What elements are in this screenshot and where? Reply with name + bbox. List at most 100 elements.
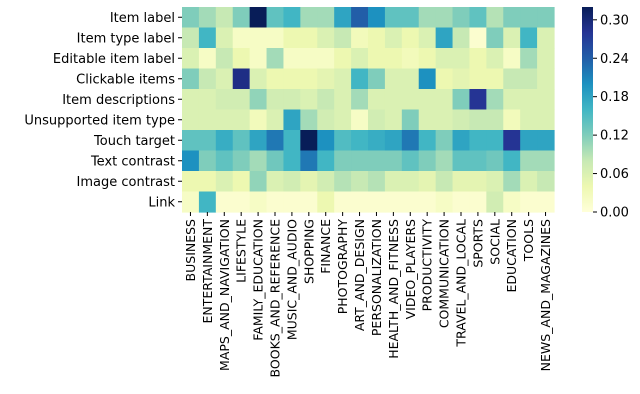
heatmap-cell	[469, 191, 487, 213]
heatmap-cell	[232, 7, 251, 29]
heatmap-cell	[182, 109, 200, 131]
heatmap-cell	[486, 68, 504, 90]
heatmap-cell	[249, 191, 268, 213]
heatmap-cell	[520, 130, 538, 152]
heatmap-cell	[351, 109, 369, 131]
heatmap-cell	[486, 89, 504, 111]
heatmap-cell	[418, 171, 437, 193]
heatmap-cell	[486, 27, 504, 49]
heatmap-cell	[368, 48, 386, 70]
heatmap-cell	[520, 27, 538, 49]
heatmap-cell	[182, 89, 200, 111]
heatmap-cell	[300, 7, 318, 29]
column-label: LIFESTYLE	[234, 219, 249, 283]
heatmap-cell	[384, 27, 403, 49]
heatmap-cell	[198, 89, 217, 111]
colorbar-tick-label: 0.30	[600, 13, 629, 28]
heatmap-cell	[503, 171, 521, 193]
heatmap-cell	[520, 89, 538, 111]
heatmap-cell	[486, 48, 504, 70]
column-label: SPORTS	[470, 219, 485, 268]
heatmap-cell	[503, 89, 521, 111]
heatmap-cell	[334, 171, 352, 193]
heatmap-cell	[300, 89, 318, 111]
heatmap-cell	[418, 48, 437, 70]
heatmap-cell	[401, 68, 420, 90]
column-label: FINANCE	[318, 219, 333, 274]
heatmap-cell	[401, 130, 420, 152]
heatmap-cell	[368, 109, 386, 131]
heatmap-cell	[351, 68, 369, 90]
row-label: Link	[148, 195, 175, 210]
heatmap-cell	[334, 68, 352, 90]
heatmap-cell	[249, 130, 268, 152]
heatmap-cell	[469, 150, 487, 172]
heatmap-cell	[435, 171, 454, 193]
row-label: Image contrast	[77, 175, 175, 190]
heatmap-cell	[300, 48, 318, 70]
column-label: BOOKS_AND_REFERENCE	[268, 219, 283, 378]
heatmap-cell	[283, 68, 301, 90]
heatmap-cell	[334, 48, 352, 70]
heatmap-cell	[368, 130, 386, 152]
heatmap-cell	[452, 171, 471, 193]
heatmap-cell	[469, 171, 487, 193]
heatmap-cell	[486, 150, 504, 172]
heatmap-cell	[300, 171, 318, 193]
heatmap-cell	[300, 109, 318, 131]
heatmap-cell	[283, 27, 301, 49]
heatmap-cell	[266, 191, 285, 213]
heatmap-cell	[503, 68, 521, 90]
heatmap-cell	[452, 27, 471, 49]
heatmap-cell	[537, 109, 555, 131]
heatmap-cell	[418, 68, 437, 90]
column-label: NEWS_AND_MAGAZINES	[538, 219, 553, 371]
column-label: BUSINESS	[183, 219, 198, 282]
heatmap-cell	[435, 191, 454, 213]
heatmap-cell	[537, 171, 555, 193]
heatmap-cell	[266, 48, 285, 70]
colorbar	[582, 7, 593, 212]
heatmap-cell	[283, 130, 301, 152]
heatmap-cell	[182, 171, 200, 193]
heatmap-cell	[469, 68, 487, 90]
heatmap-cell	[401, 109, 420, 131]
heatmap-cell	[232, 130, 251, 152]
heatmap-cell	[351, 89, 369, 111]
heatmap-cell	[249, 68, 268, 90]
heatmap-cell	[317, 48, 335, 70]
column-label: TOOLS	[521, 219, 536, 262]
heatmap-cell	[300, 130, 318, 152]
column-label: PRODUCTIVITY	[420, 219, 435, 312]
heatmap-cell	[401, 191, 420, 213]
heatmap-cell	[198, 7, 217, 29]
column-label: PERSONALIZATION	[369, 219, 384, 336]
column-label: FAMILY_EDUCATION	[251, 219, 266, 341]
column-labels: BUSINESS ENTERTAINMENT MAPS_AND_NAVIGATION…	[183, 212, 553, 377]
row-label: Item type label	[77, 31, 175, 46]
heatmap-cell	[384, 130, 403, 152]
heatmap-cell	[266, 171, 285, 193]
heatmap-cell	[486, 191, 504, 213]
heatmap-cell	[283, 191, 301, 213]
heatmap-cell	[317, 109, 335, 131]
heatmap-cell	[283, 171, 301, 193]
heatmap-cell	[418, 109, 437, 131]
heatmap-cell	[351, 171, 369, 193]
colorbar-tick-label: 0.24	[600, 52, 629, 67]
heatmap-cell	[435, 109, 454, 131]
heatmap-cell	[401, 27, 420, 49]
heatmap-cell	[452, 109, 471, 131]
heatmap-cell	[435, 7, 454, 29]
heatmap-cell	[486, 7, 504, 29]
heatmap-cell	[418, 130, 437, 152]
heatmap-cell	[232, 171, 251, 193]
heatmap-cell	[435, 150, 454, 172]
heatmap-cell	[401, 171, 420, 193]
heatmap-cell	[317, 191, 335, 213]
heatmap-cell	[198, 48, 217, 70]
heatmap-cell	[300, 27, 318, 49]
heatmap-cell	[283, 150, 301, 172]
heatmap-cell	[266, 27, 285, 49]
column-label: ENTERTAINMENT	[200, 219, 215, 324]
